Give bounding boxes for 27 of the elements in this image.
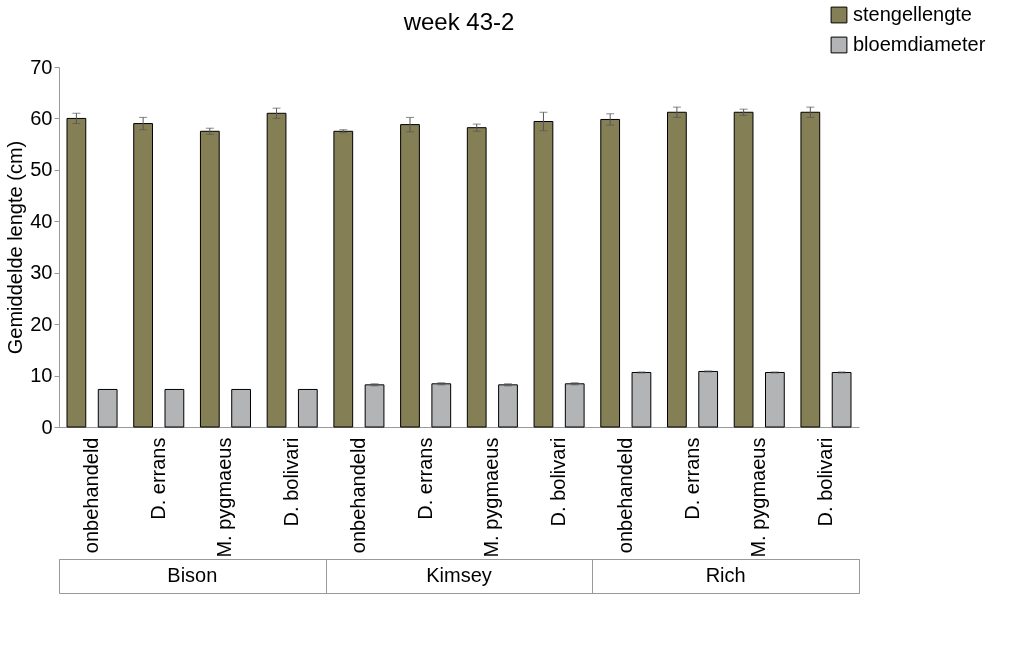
x-tick-label: D. errans: [680, 437, 703, 520]
y-axis-title: Gemiddelde lengte (cm): [4, 140, 27, 355]
text: Rich: [705, 564, 746, 586]
x-tick-label: D. bolivari: [813, 437, 836, 527]
text: Bison: [167, 564, 218, 586]
x-tick-label: D. errans: [146, 437, 169, 520]
y-tick-label: 40: [30, 209, 53, 232]
y-tick-label: 30: [30, 261, 53, 284]
y-tick-label: 10: [30, 364, 53, 387]
x-tick-label: D. errans: [413, 437, 436, 520]
x-tick-label: M. pygmaeus: [213, 437, 236, 558]
y-tick-label: 60: [30, 106, 53, 129]
x-tick-label: onbehandeld: [80, 437, 103, 554]
x-tick-label: D. bolivari: [547, 437, 570, 527]
y-tick-label: 20: [30, 312, 53, 335]
y-tick-label: 50: [30, 158, 53, 181]
legend-label: stengellengte: [853, 3, 972, 25]
y-tick-label: 70: [30, 55, 53, 78]
x-tick-label: D. bolivari: [280, 437, 303, 527]
legend-label: bloemdiameter: [853, 33, 986, 55]
x-tick-label: M. pygmaeus: [480, 437, 503, 558]
chart-title: week 43-2: [402, 8, 515, 35]
x-tick-label: M. pygmaeus: [747, 437, 770, 558]
x-tick-label: onbehandeld: [613, 437, 636, 554]
x-tick-label: onbehandeld: [346, 437, 369, 554]
text: Kimsey: [426, 564, 492, 586]
y-tick-label: 0: [41, 415, 53, 438]
